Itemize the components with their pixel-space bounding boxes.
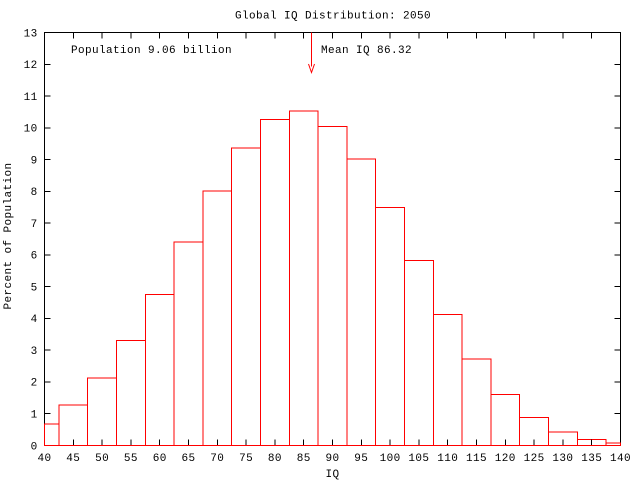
svg-text:120: 120 [495,453,516,465]
svg-text:65: 65 [181,453,195,465]
svg-text:13: 13 [24,28,38,40]
svg-text:130: 130 [552,453,573,465]
svg-text:2: 2 [31,378,38,390]
svg-text:90: 90 [325,453,339,465]
svg-text:70: 70 [210,453,224,465]
svg-text:0: 0 [31,441,38,453]
svg-text:125: 125 [524,453,545,465]
svg-text:9: 9 [31,155,38,167]
svg-text:140: 140 [610,453,631,465]
svg-text:Mean IQ 86.32: Mean IQ 86.32 [321,45,412,57]
svg-text:50: 50 [95,453,109,465]
svg-text:4: 4 [31,314,38,326]
svg-text:110: 110 [437,453,458,465]
svg-text:135: 135 [581,453,602,465]
svg-text:11: 11 [24,92,38,104]
svg-text:60: 60 [153,453,167,465]
svg-text:1: 1 [31,409,38,421]
svg-text:95: 95 [354,453,368,465]
svg-text:105: 105 [408,453,429,465]
svg-text:12: 12 [24,60,38,72]
svg-text:3: 3 [31,346,38,358]
svg-text:Population 9.06 billion: Population 9.06 billion [71,45,232,57]
svg-text:5: 5 [31,282,38,294]
svg-text:80: 80 [268,453,282,465]
svg-text:40: 40 [37,453,51,465]
svg-text:7: 7 [31,219,38,231]
svg-text:IQ: IQ [325,469,339,480]
svg-text:75: 75 [239,453,253,465]
svg-text:100: 100 [380,453,401,465]
svg-text:45: 45 [66,453,80,465]
svg-text:Percent of Population: Percent of Population [3,162,15,309]
svg-text:Global IQ Distribution: 2050: Global IQ Distribution: 2050 [235,11,431,23]
svg-text:55: 55 [124,453,138,465]
svg-text:10: 10 [24,124,38,136]
svg-text:115: 115 [466,453,487,465]
svg-text:8: 8 [31,187,38,199]
svg-text:6: 6 [31,251,38,263]
svg-text:85: 85 [297,453,311,465]
